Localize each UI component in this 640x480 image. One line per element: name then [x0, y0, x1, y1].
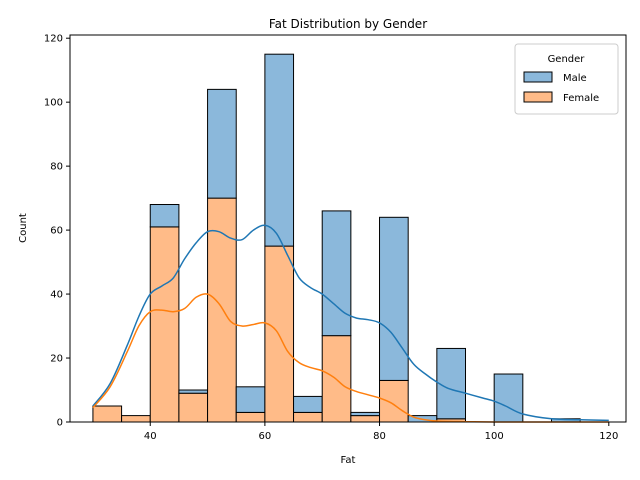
- bar-female-5: [235, 411, 266, 423]
- bar-male-3: [178, 389, 209, 394]
- legend-swatch-male: [523, 71, 553, 83]
- legend-swatch-female: [523, 91, 553, 103]
- x-tick-label: 100: [485, 431, 504, 442]
- y-tick-label: 20: [50, 354, 63, 365]
- bar-male-12: [436, 347, 467, 420]
- bar-male-10: [379, 216, 409, 381]
- bar-male-8: [321, 210, 352, 337]
- bar-male-5: [235, 386, 266, 413]
- x-tick-label: 40: [144, 431, 157, 442]
- bar-female-4: [207, 197, 237, 423]
- x-tick-label: 80: [373, 431, 386, 442]
- legend-title: Gender: [548, 54, 586, 65]
- y-axis-ticks: 0 20 40 60 80 100 120: [44, 34, 70, 429]
- bar-female-7: [293, 411, 323, 423]
- x-tick-label: 120: [599, 431, 618, 442]
- kde-line-male: [92, 224, 609, 422]
- y-tick-label: 40: [50, 290, 63, 301]
- bar-male-6: [264, 53, 295, 247]
- kde-line-female: [92, 293, 609, 423]
- bar-male-4: [207, 88, 237, 199]
- kde-layer: [92, 224, 609, 423]
- chart-title: Fat Distribution by Gender: [269, 17, 427, 31]
- legend-label-female: Female: [563, 93, 599, 104]
- x-tick-label: 60: [259, 431, 272, 442]
- y-tick-label: 60: [50, 226, 63, 237]
- bar-male-7: [293, 395, 323, 413]
- bar-male-9: [350, 411, 381, 417]
- plot-frame: [69, 34, 627, 423]
- bar-female-1: [121, 415, 151, 423]
- bar-male-14: [493, 373, 524, 423]
- bar-female-9: [350, 415, 381, 423]
- x-axis-ticks: 40 60 80 100 120: [144, 422, 618, 442]
- bar-female-0: [92, 405, 123, 423]
- legend-label-male: Male: [563, 73, 587, 84]
- y-axis-label: Count: [18, 213, 29, 243]
- bar-female-2: [149, 226, 180, 423]
- x-axis-label: Fat: [341, 455, 356, 466]
- y-tick-label: 80: [50, 162, 63, 173]
- legend: Gender Male Female: [514, 43, 619, 115]
- y-tick-label: 100: [44, 98, 63, 109]
- bar-male-2: [149, 204, 180, 228]
- legend-items: Male Female: [523, 71, 599, 104]
- bar-female-3: [178, 392, 209, 423]
- y-tick-label: 120: [44, 34, 63, 45]
- y-tick-label: 0: [57, 418, 63, 429]
- bar-female-10: [379, 379, 409, 423]
